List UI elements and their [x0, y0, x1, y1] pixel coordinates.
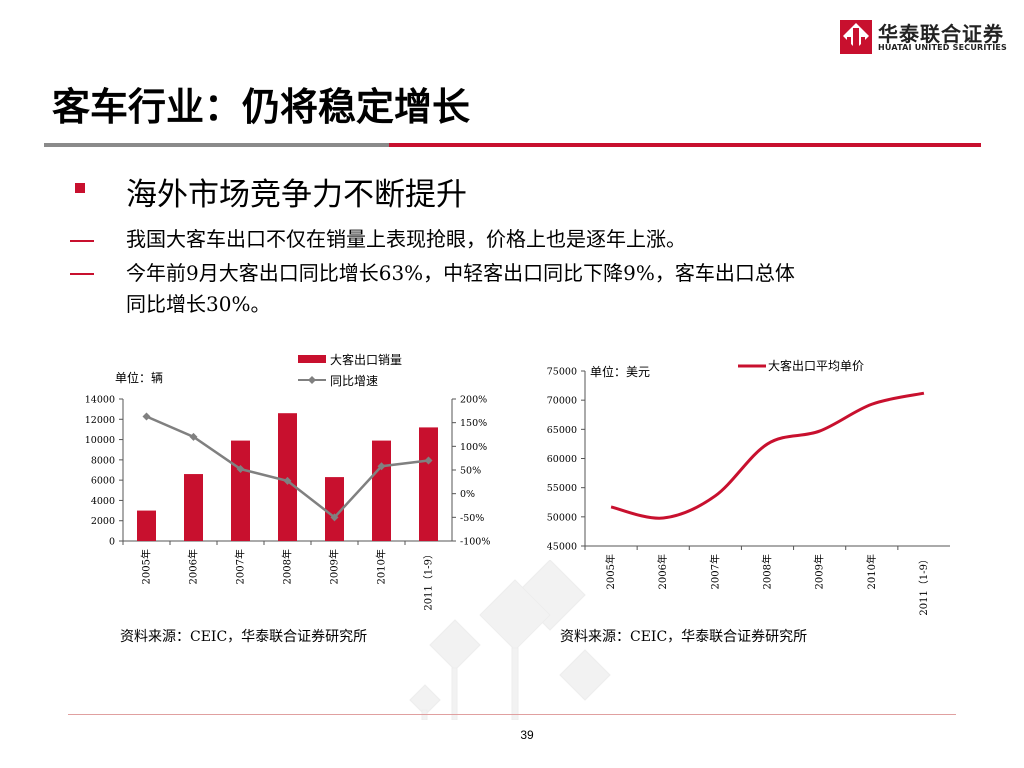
growth-point: [377, 462, 386, 471]
volume-bar: [419, 427, 438, 541]
growth-point: [236, 465, 245, 474]
page-number: 39: [520, 728, 534, 742]
legend-label-volume: 大客出口销量: [330, 352, 402, 367]
left-tick-label: 10000: [85, 435, 115, 446]
legend-bar-swatch: [298, 355, 326, 363]
y-tick-label: 55000: [547, 483, 577, 494]
x-tick-label: 2008年: [281, 549, 294, 584]
point-1: 我国大客车出口不仅在销量上表现抢眼，价格上也是逐年上涨。: [126, 227, 686, 251]
title-rule-red: [389, 143, 981, 147]
export-volume-chart: 大客出口销量 同比增速 单位：辆 0 2000 4000 6000 8000 10000 1…: [85, 352, 491, 611]
x-tick-label: 2007年: [708, 554, 721, 589]
y-tick-label: 60000: [547, 454, 577, 465]
x-tick-label: 2010年: [865, 554, 878, 589]
right-tick-label: 200%: [460, 395, 487, 406]
company-logo: 华泰联合证券 HUATAI UNITED SECURITIES: [840, 18, 1010, 58]
chart1-source: 资料来源：CEIC，华泰联合证券研究所: [120, 629, 368, 645]
left-tick-label: 6000: [91, 476, 115, 487]
x-tick-label: 2011（1-9）: [423, 549, 435, 611]
right-tick-label: -50%: [460, 513, 484, 524]
growth-point: [142, 412, 151, 421]
logo-english-name: HUATAI UNITED SECURITIES: [878, 43, 1008, 52]
x-tick-label: 2010年: [375, 549, 388, 584]
unit-label: 单位：美元: [590, 364, 650, 379]
logo-mark-icon: [840, 20, 872, 54]
right-tick-label: 50%: [460, 466, 481, 477]
growth-point: [283, 476, 292, 485]
legend-label-price: 大客出口平均单价: [768, 358, 864, 373]
left-tick-label: 8000: [91, 455, 115, 466]
x-tick-label: 2009年: [813, 554, 826, 589]
footer-rule: [68, 714, 956, 715]
price-series-line: [610, 391, 925, 520]
x-tick-label: 2009年: [328, 549, 341, 584]
x-tick-label: 2006年: [187, 549, 200, 584]
growth-point: [189, 432, 198, 441]
x-tick-label: 2005年: [140, 549, 153, 584]
left-tick-label: 12000: [85, 415, 115, 426]
volume-bar: [231, 440, 250, 541]
x-tick-label: 2007年: [234, 549, 247, 584]
left-tick-label: 0: [109, 537, 115, 548]
left-tick-label: 4000: [91, 496, 115, 507]
volume-bar: [325, 477, 344, 541]
decorative-diamonds: [409, 560, 611, 720]
title-rule-gray: [44, 143, 389, 147]
average-price-chart: 大客出口平均单价 单位：美元 45000 50000 55000 60000 65000…: [547, 358, 950, 616]
right-tick-label: 150%: [460, 418, 487, 429]
slide-title: 客车行业：仍将稳定增长: [52, 85, 471, 129]
volume-bar: [372, 440, 391, 541]
right-tick-label: 100%: [460, 442, 487, 453]
x-tick-label: 2005年: [604, 554, 617, 589]
legend-label-growth: 同比增速: [330, 374, 378, 388]
right-tick-label: -100%: [460, 537, 490, 548]
left-tick-label: 2000: [91, 516, 115, 527]
logo-chinese-name: 华泰联合证券: [878, 22, 1004, 46]
chart2-source: 资料来源：CEIC，华泰联合证券研究所: [560, 629, 808, 645]
x-tick-label: 2011（1-9）: [918, 554, 930, 616]
x-tick-label: 2008年: [761, 554, 774, 589]
y-tick-label: 45000: [547, 542, 577, 553]
point-2-continued: 同比增长30%。: [126, 292, 271, 316]
point-2: 今年前9月大客出口同比增长63%，中轻客出口同比下降9%，客车出口总体: [126, 261, 795, 285]
legend-marker-icon: [308, 376, 316, 384]
growth-point: [330, 513, 339, 522]
right-tick-label: 0%: [460, 489, 475, 500]
y-tick-label: 70000: [547, 396, 577, 407]
volume-bar: [137, 510, 156, 541]
bullet-square-icon: [75, 183, 85, 193]
headline: 海外市场竞争力不断提升: [126, 177, 467, 213]
unit-label: 单位：辆: [115, 370, 163, 385]
volume-bar: [184, 474, 203, 541]
dash-bullet-icon: [70, 240, 94, 242]
growth-point: [424, 456, 433, 465]
y-tick-label: 75000: [547, 367, 577, 378]
y-tick-label: 50000: [547, 512, 577, 523]
x-tick-label: 2006年: [656, 554, 669, 589]
left-tick-label: 14000: [85, 395, 115, 406]
dash-bullet-icon: [70, 273, 94, 275]
y-tick-label: 65000: [547, 425, 577, 436]
